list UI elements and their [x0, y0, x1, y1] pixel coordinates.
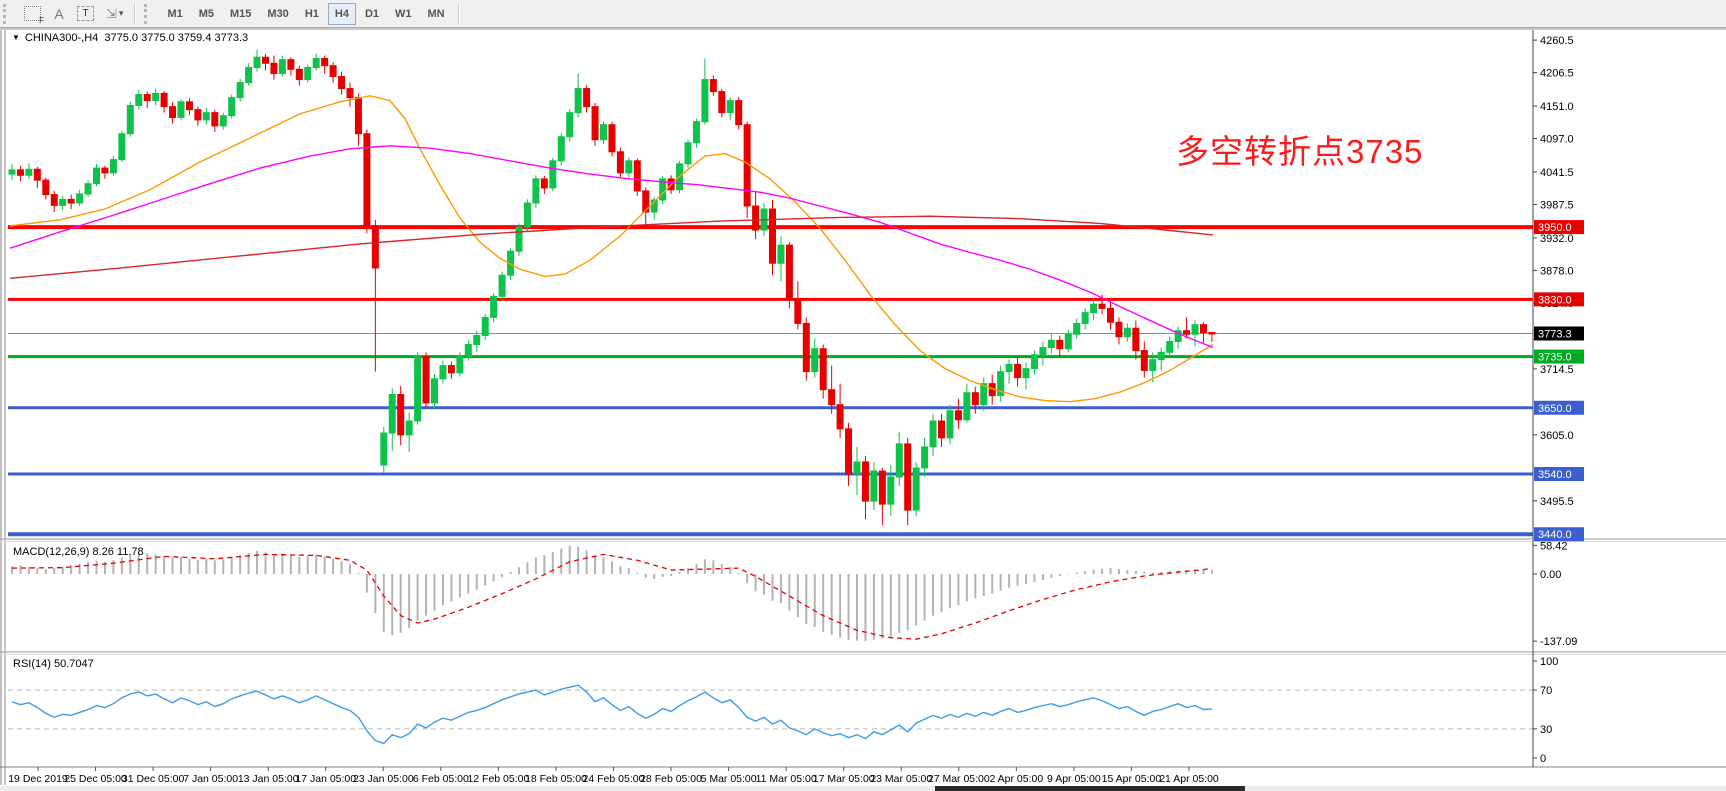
svg-text:70: 70: [1540, 685, 1552, 697]
svg-text:4206.5: 4206.5: [1540, 68, 1574, 80]
svg-text:24 Feb 05:00: 24 Feb 05:00: [583, 773, 645, 785]
cursor-tool-button[interactable]: A: [48, 3, 70, 25]
symbol-period-label: CHINA300-,H4: [24, 32, 99, 44]
template-grid-icon: F: [24, 6, 44, 25]
pivot-annotation-text[interactable]: 多空转折点3735: [1176, 133, 1424, 170]
svg-text:3540.0: 3540.0: [1538, 469, 1572, 481]
svg-text:4097.0: 4097.0: [1540, 134, 1574, 146]
timeframe-m15-button[interactable]: M15: [230, 7, 252, 20]
svg-text:3440.0: 3440.0: [1538, 529, 1572, 541]
timeframe-m1-button[interactable]: M1: [167, 7, 183, 20]
svg-text:3830.0: 3830.0: [1538, 294, 1572, 306]
toolbar-grip[interactable]: [3, 3, 14, 24]
dropdown-caret-icon: ▾: [118, 8, 124, 18]
svg-text:27 Mar 05:00: 27 Mar 05:00: [928, 773, 990, 785]
svg-text:3650.0: 3650.0: [1538, 403, 1572, 415]
svg-text:3714.5: 3714.5: [1540, 364, 1574, 376]
timeframe-h1-button[interactable]: H1: [304, 7, 319, 20]
svg-text:7 Jan 05:00: 7 Jan 05:00: [183, 773, 238, 785]
text-t-icon: T: [77, 6, 94, 21]
template-grid-f-label: F: [39, 16, 44, 25]
svg-text:11 Mar 05:00: 11 Mar 05:00: [756, 773, 817, 785]
toolbar-grip-2[interactable]: [144, 3, 155, 24]
svg-text:4041.5: 4041.5: [1540, 167, 1574, 179]
scrollbar-thumb[interactable]: [935, 786, 1245, 791]
template-button[interactable]: F: [19, 3, 46, 25]
timeframe-d1-button[interactable]: D1: [364, 7, 379, 20]
toolbar-separator: [134, 3, 137, 24]
svg-text:100: 100: [1540, 656, 1558, 668]
svg-text:3495.5: 3495.5: [1540, 496, 1574, 508]
timeframe-h4-button[interactable]: H4: [327, 2, 356, 25]
draw-tools-button[interactable]: ⇲ ▾: [101, 3, 128, 25]
chart-title[interactable]: ▼ CHINA300-,H4 3775.0 3775.0 3759.4 3773.…: [12, 32, 248, 44]
price-chart-canvas[interactable]: 4260.5 4206.5 4151.0 4097.0 4041.5 3987.5 3932…: [0, 28, 1726, 791]
svg-text:30: 30: [1540, 724, 1552, 736]
svg-text:-137.09: -137.09: [1540, 636, 1577, 648]
svg-text:3987.5: 3987.5: [1540, 200, 1574, 212]
svg-text:23 Mar 05:00: 23 Mar 05:00: [870, 773, 932, 785]
chart-window: 4260.5 4206.5 4151.0 4097.0 4041.5 3987.5 3932…: [0, 28, 1726, 791]
svg-text:12 Feb 05:00: 12 Feb 05:00: [467, 773, 529, 785]
macd-indicator-label: MACD(12,26,9) 8.26 11.78: [13, 546, 144, 558]
draw-tools-icon: ⇲: [106, 5, 117, 21]
timeframe-m30-button[interactable]: M30: [267, 7, 289, 20]
rsi-indicator-label: RSI(14) 50.7047: [13, 658, 94, 670]
svg-text:15 Apr 05:00: 15 Apr 05:00: [1102, 773, 1162, 785]
timeframe-mn-button[interactable]: MN: [427, 7, 445, 20]
svg-text:9 Apr 05:00: 9 Apr 05:00: [1047, 773, 1101, 785]
toolbar-separator-2: [457, 3, 460, 24]
svg-text:13 Jan 05:00: 13 Jan 05:00: [238, 773, 299, 785]
svg-text:28 Feb 05:00: 28 Feb 05:00: [640, 773, 702, 785]
svg-text:21 Apr 05:00: 21 Apr 05:00: [1159, 773, 1219, 785]
symbol-dropdown-icon[interactable]: ▼: [12, 33, 20, 42]
chart-scrollbar[interactable]: [0, 786, 1726, 791]
svg-text:0: 0: [1540, 753, 1546, 765]
letter-a-icon: A: [54, 5, 64, 22]
text-tool-button[interactable]: T: [72, 3, 99, 25]
svg-text:0.00: 0.00: [1540, 569, 1561, 581]
svg-text:17 Jan 05:00: 17 Jan 05:00: [295, 773, 356, 785]
svg-text:3932.0: 3932.0: [1540, 233, 1574, 245]
svg-text:3605.0: 3605.0: [1540, 430, 1574, 442]
svg-text:6 Feb 05:00: 6 Feb 05:00: [413, 773, 469, 785]
svg-text:19 Dec 2019: 19 Dec 2019: [8, 773, 68, 785]
svg-text:31 Dec 05:00: 31 Dec 05:00: [122, 773, 185, 785]
svg-text:5 Mar 05:00: 5 Mar 05:00: [701, 773, 757, 785]
timeframe-m5-button[interactable]: M5: [198, 7, 214, 20]
svg-text:4151.0: 4151.0: [1540, 101, 1574, 113]
svg-text:4260.5: 4260.5: [1540, 35, 1574, 47]
svg-text:17 Mar 05:00: 17 Mar 05:00: [813, 773, 875, 785]
svg-text:3878.0: 3878.0: [1540, 265, 1574, 277]
svg-text:3773.3: 3773.3: [1538, 328, 1572, 340]
svg-text:18 Feb 05:00: 18 Feb 05:00: [525, 773, 587, 785]
svg-text:58.42: 58.42: [1540, 540, 1568, 552]
svg-text:3950.0: 3950.0: [1538, 222, 1572, 234]
svg-text:3735.0: 3735.0: [1538, 352, 1572, 364]
ohlc-values: 3775.0 3775.0 3759.4 3773.3: [104, 32, 249, 44]
toolbar: F A T ⇲ ▾ M1 M5 M15 M30 H1 H4 D1 W1 MN: [0, 0, 1726, 28]
svg-text:25 Dec 05:00: 25 Dec 05:00: [64, 773, 127, 785]
svg-text:2 Apr 05:00: 2 Apr 05:00: [989, 773, 1043, 785]
svg-text:23 Jan 05:00: 23 Jan 05:00: [353, 773, 414, 785]
timeframe-w1-button[interactable]: W1: [395, 7, 412, 20]
